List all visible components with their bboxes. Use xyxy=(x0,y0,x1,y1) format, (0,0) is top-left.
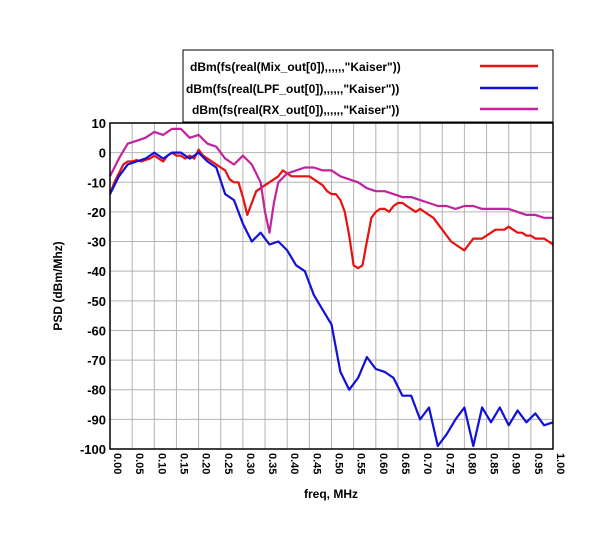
x-tick-label: 0.45 xyxy=(310,453,322,474)
x-tick-label: 0.30 xyxy=(244,453,256,474)
legend-label: dBm(fs(real(LPF_out[0]),,,,,,"Kaiser")) xyxy=(186,82,399,96)
plot-frame xyxy=(109,122,554,450)
x-tick-label: 0.80 xyxy=(465,453,477,474)
legend-entry-mix-out: dBm(fs(real(Mix_out[0]),,,,,,"Kaiser")) xyxy=(190,60,538,74)
x-tick-label: 0.90 xyxy=(510,453,522,474)
y-axis-label: PSD (dBm/Mhz) xyxy=(51,241,65,330)
y-axis-ticks: 10 0 -10 -20 -30 -40 -50 -60 -70 -80 -90 -100 xyxy=(80,116,106,457)
x-tick-label: 1.00 xyxy=(554,453,566,474)
x-tick-label: 0.00 xyxy=(111,453,123,474)
x-axis-ticks: 0.00 0.05 0.10 0.15 0.20 0.25 0.30 0.35 0.40 0.45… xyxy=(111,453,566,474)
x-tick-label: 0.55 xyxy=(355,453,367,474)
y-tick-label: -50 xyxy=(87,294,106,309)
x-tick-label: 0.05 xyxy=(133,453,145,474)
y-tick-label: -20 xyxy=(87,205,106,220)
x-tick-label: 0.75 xyxy=(443,453,455,474)
x-tick-label: 0.70 xyxy=(421,453,433,474)
x-tick-label: 0.85 xyxy=(488,453,500,474)
x-tick-label: 0.25 xyxy=(222,453,234,474)
y-tick-label: -100 xyxy=(80,442,106,457)
y-tick-label: -40 xyxy=(87,264,106,279)
series-layer xyxy=(108,127,554,448)
series-line-lpf-out xyxy=(109,151,554,448)
y-tick-label: 10 xyxy=(92,116,106,131)
x-tick-label: 0.10 xyxy=(155,453,167,474)
x-tick-label: 0.50 xyxy=(333,453,345,474)
legend-entry-lpf-out: dBm(fs(real(LPF_out[0]),,,,,,"Kaiser")) xyxy=(186,82,538,96)
legend-label: dBm(fs(real(RX_out[0]),,,,,,"Kaiser")) xyxy=(192,103,399,117)
x-tick-label: 0.60 xyxy=(377,453,389,474)
y-tick-label: -80 xyxy=(87,383,106,398)
x-tick-label: 0.65 xyxy=(399,453,411,474)
legend: dBm(fs(real(Mix_out[0]),,,,,,"Kaiser"))d… xyxy=(182,49,554,123)
legend-entry-rx-out: dBm(fs(real(RX_out[0]),,,,,,"Kaiser")) xyxy=(192,103,538,117)
y-tick-label: 0 xyxy=(99,146,106,161)
y-tick-label: -30 xyxy=(87,235,106,250)
y-tick-label: -90 xyxy=(87,412,106,427)
x-tick-label: 0.40 xyxy=(288,453,300,474)
x-tick-label: 0.35 xyxy=(266,453,278,474)
y-tick-label: -70 xyxy=(87,353,106,368)
legend-label: dBm(fs(real(Mix_out[0]),,,,,,"Kaiser")) xyxy=(190,60,401,74)
x-axis-label: freq, MHz xyxy=(304,487,358,501)
y-tick-label: -60 xyxy=(87,323,106,338)
y-tick-label: -10 xyxy=(87,175,106,190)
x-tick-label: 0.95 xyxy=(532,453,544,474)
x-tick-label: 0.20 xyxy=(200,453,212,474)
series-line-rx-out xyxy=(109,127,553,234)
x-tick-label: 0.15 xyxy=(177,453,189,474)
series-line-mix-out xyxy=(108,148,554,270)
grid xyxy=(109,122,554,450)
